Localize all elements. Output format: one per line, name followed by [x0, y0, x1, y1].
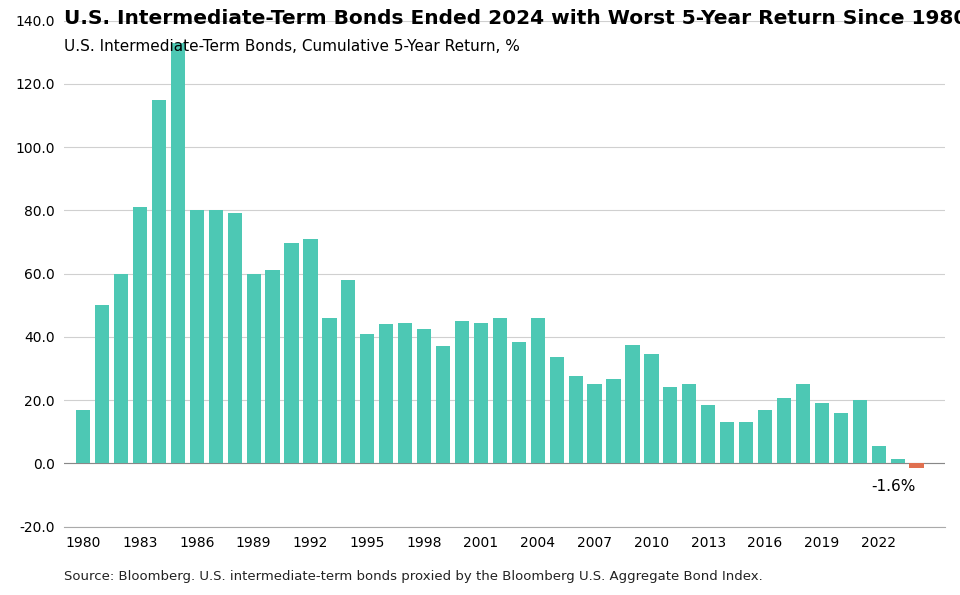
Bar — [758, 409, 772, 464]
Bar — [588, 384, 602, 464]
Bar — [512, 342, 526, 464]
Bar — [284, 243, 299, 464]
Bar — [114, 274, 128, 464]
Bar — [152, 99, 166, 464]
Bar — [909, 464, 924, 468]
Text: U.S. Intermediate-Term Bonds, Cumulative 5-Year Return, %: U.S. Intermediate-Term Bonds, Cumulative… — [64, 39, 520, 54]
Bar — [132, 207, 147, 464]
Bar — [341, 280, 355, 464]
Bar — [323, 318, 337, 464]
Bar — [492, 318, 507, 464]
Bar — [720, 422, 734, 464]
Bar — [815, 403, 829, 464]
Bar — [303, 239, 318, 464]
Bar — [95, 305, 109, 464]
Bar — [701, 405, 715, 464]
Bar — [663, 387, 678, 464]
Bar — [683, 384, 696, 464]
Bar — [474, 322, 488, 464]
Bar — [644, 354, 659, 464]
Bar — [833, 413, 848, 464]
Bar — [266, 270, 279, 464]
Bar — [852, 400, 867, 464]
Bar — [379, 324, 394, 464]
Bar — [739, 422, 754, 464]
Text: -1.6%: -1.6% — [872, 480, 916, 494]
Bar — [190, 210, 204, 464]
Bar — [607, 380, 620, 464]
Bar — [549, 358, 564, 464]
Bar — [796, 384, 810, 464]
Bar — [872, 446, 886, 464]
Bar — [208, 210, 223, 464]
Bar — [228, 214, 242, 464]
Text: U.S. Intermediate-Term Bonds Ended 2024 with Worst 5-Year Return Since 1980: U.S. Intermediate-Term Bonds Ended 2024 … — [64, 9, 960, 28]
Bar — [398, 322, 412, 464]
Bar — [777, 399, 791, 464]
Bar — [360, 334, 374, 464]
Bar — [891, 459, 904, 464]
Text: Source: Bloomberg. U.S. intermediate-term bonds proxied by the Bloomberg U.S. Ag: Source: Bloomberg. U.S. intermediate-ter… — [64, 570, 763, 583]
Bar — [171, 43, 185, 464]
Bar — [625, 345, 639, 464]
Bar — [455, 321, 469, 464]
Bar — [568, 376, 583, 464]
Bar — [247, 274, 261, 464]
Bar — [417, 329, 431, 464]
Bar — [76, 409, 90, 464]
Bar — [436, 346, 450, 464]
Bar — [531, 318, 545, 464]
